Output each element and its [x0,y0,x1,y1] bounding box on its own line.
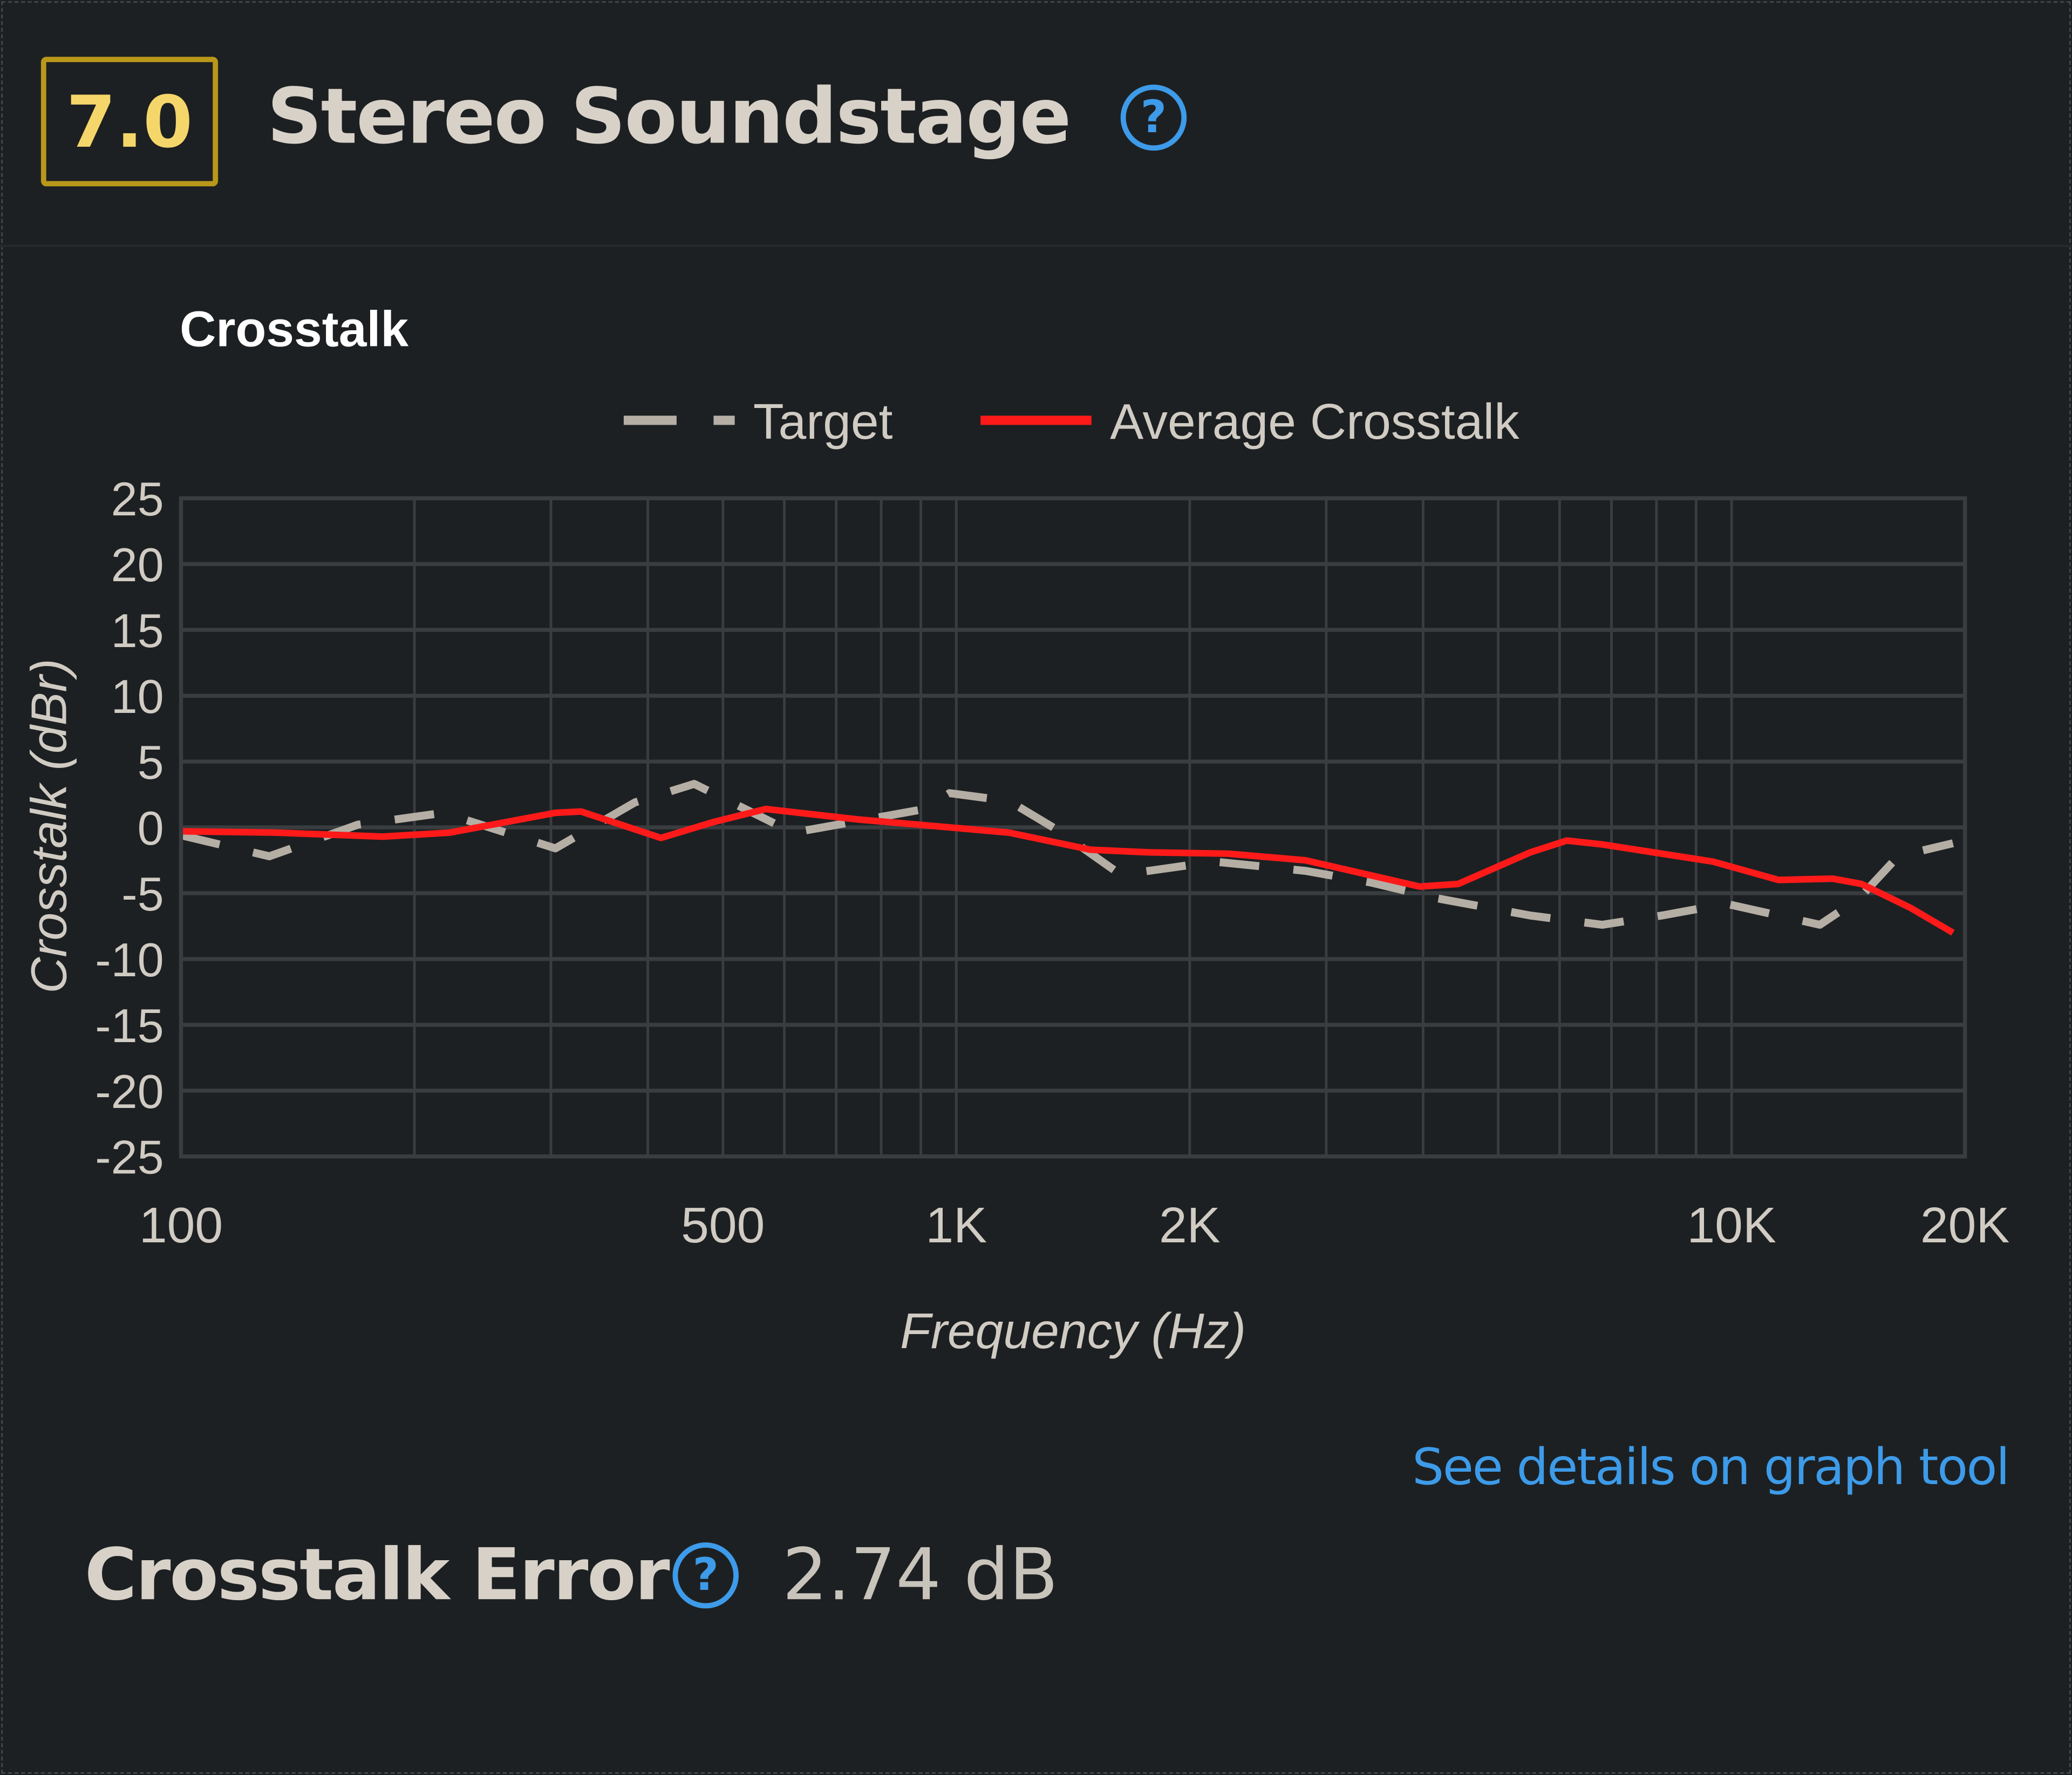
graph-tool-link[interactable]: See details on graph tool [1412,1438,2010,1497]
y-tick-label: 25 [111,472,164,526]
score-badge: 7.0 [40,57,219,187]
legend-crosstalk-label: Average Crosstalk [1110,393,1519,450]
panel-title: Stereo Soundstage [267,71,1072,161]
y-tick-label: 10 [111,670,164,723]
x-axis-label: Frequency (Hz) [900,1303,1246,1359]
x-tick-label: 2K [1159,1197,1221,1253]
x-tick-label: 100 [139,1197,223,1253]
metric-label: Crosstalk Error [84,1533,670,1617]
question-circle-icon[interactable]: ? [1120,84,1187,151]
plot-area-border [179,496,1967,1159]
y-tick-label: -20 [95,1065,163,1118]
y-tick-label: 5 [138,736,164,789]
x-tick-label: 1K [925,1197,987,1253]
y-tick-label: -10 [95,933,163,987]
y-tick-label: -15 [95,999,163,1052]
x-tick-label: 10K [1687,1197,1776,1253]
chart-title: Crosstalk [180,301,408,357]
question-circle-icon[interactable]: ? [672,1542,739,1609]
x-tick-label: 20K [1920,1197,2010,1253]
panel-header: 7.0 Stereo Soundstage ? [0,0,2072,247]
y-axis-label: Crosstalk (dBr) [21,658,77,993]
crosstalk-chart: 25 20 15 10 5 0 -5 -10 -15 -20 -25 100 500 1K 2K 10K 20K… [21,301,2010,1359]
y-tick-label: -5 [121,867,163,921]
legend-target-label: Target [753,393,893,450]
y-tick-label: -25 [95,1131,163,1184]
y-tick-label: 20 [111,538,164,591]
metric-value: 2.74 dB [782,1533,1058,1617]
y-tick-label: 0 [138,801,164,855]
x-tick-label: 500 [681,1197,765,1253]
y-tick-label: 15 [111,604,164,657]
